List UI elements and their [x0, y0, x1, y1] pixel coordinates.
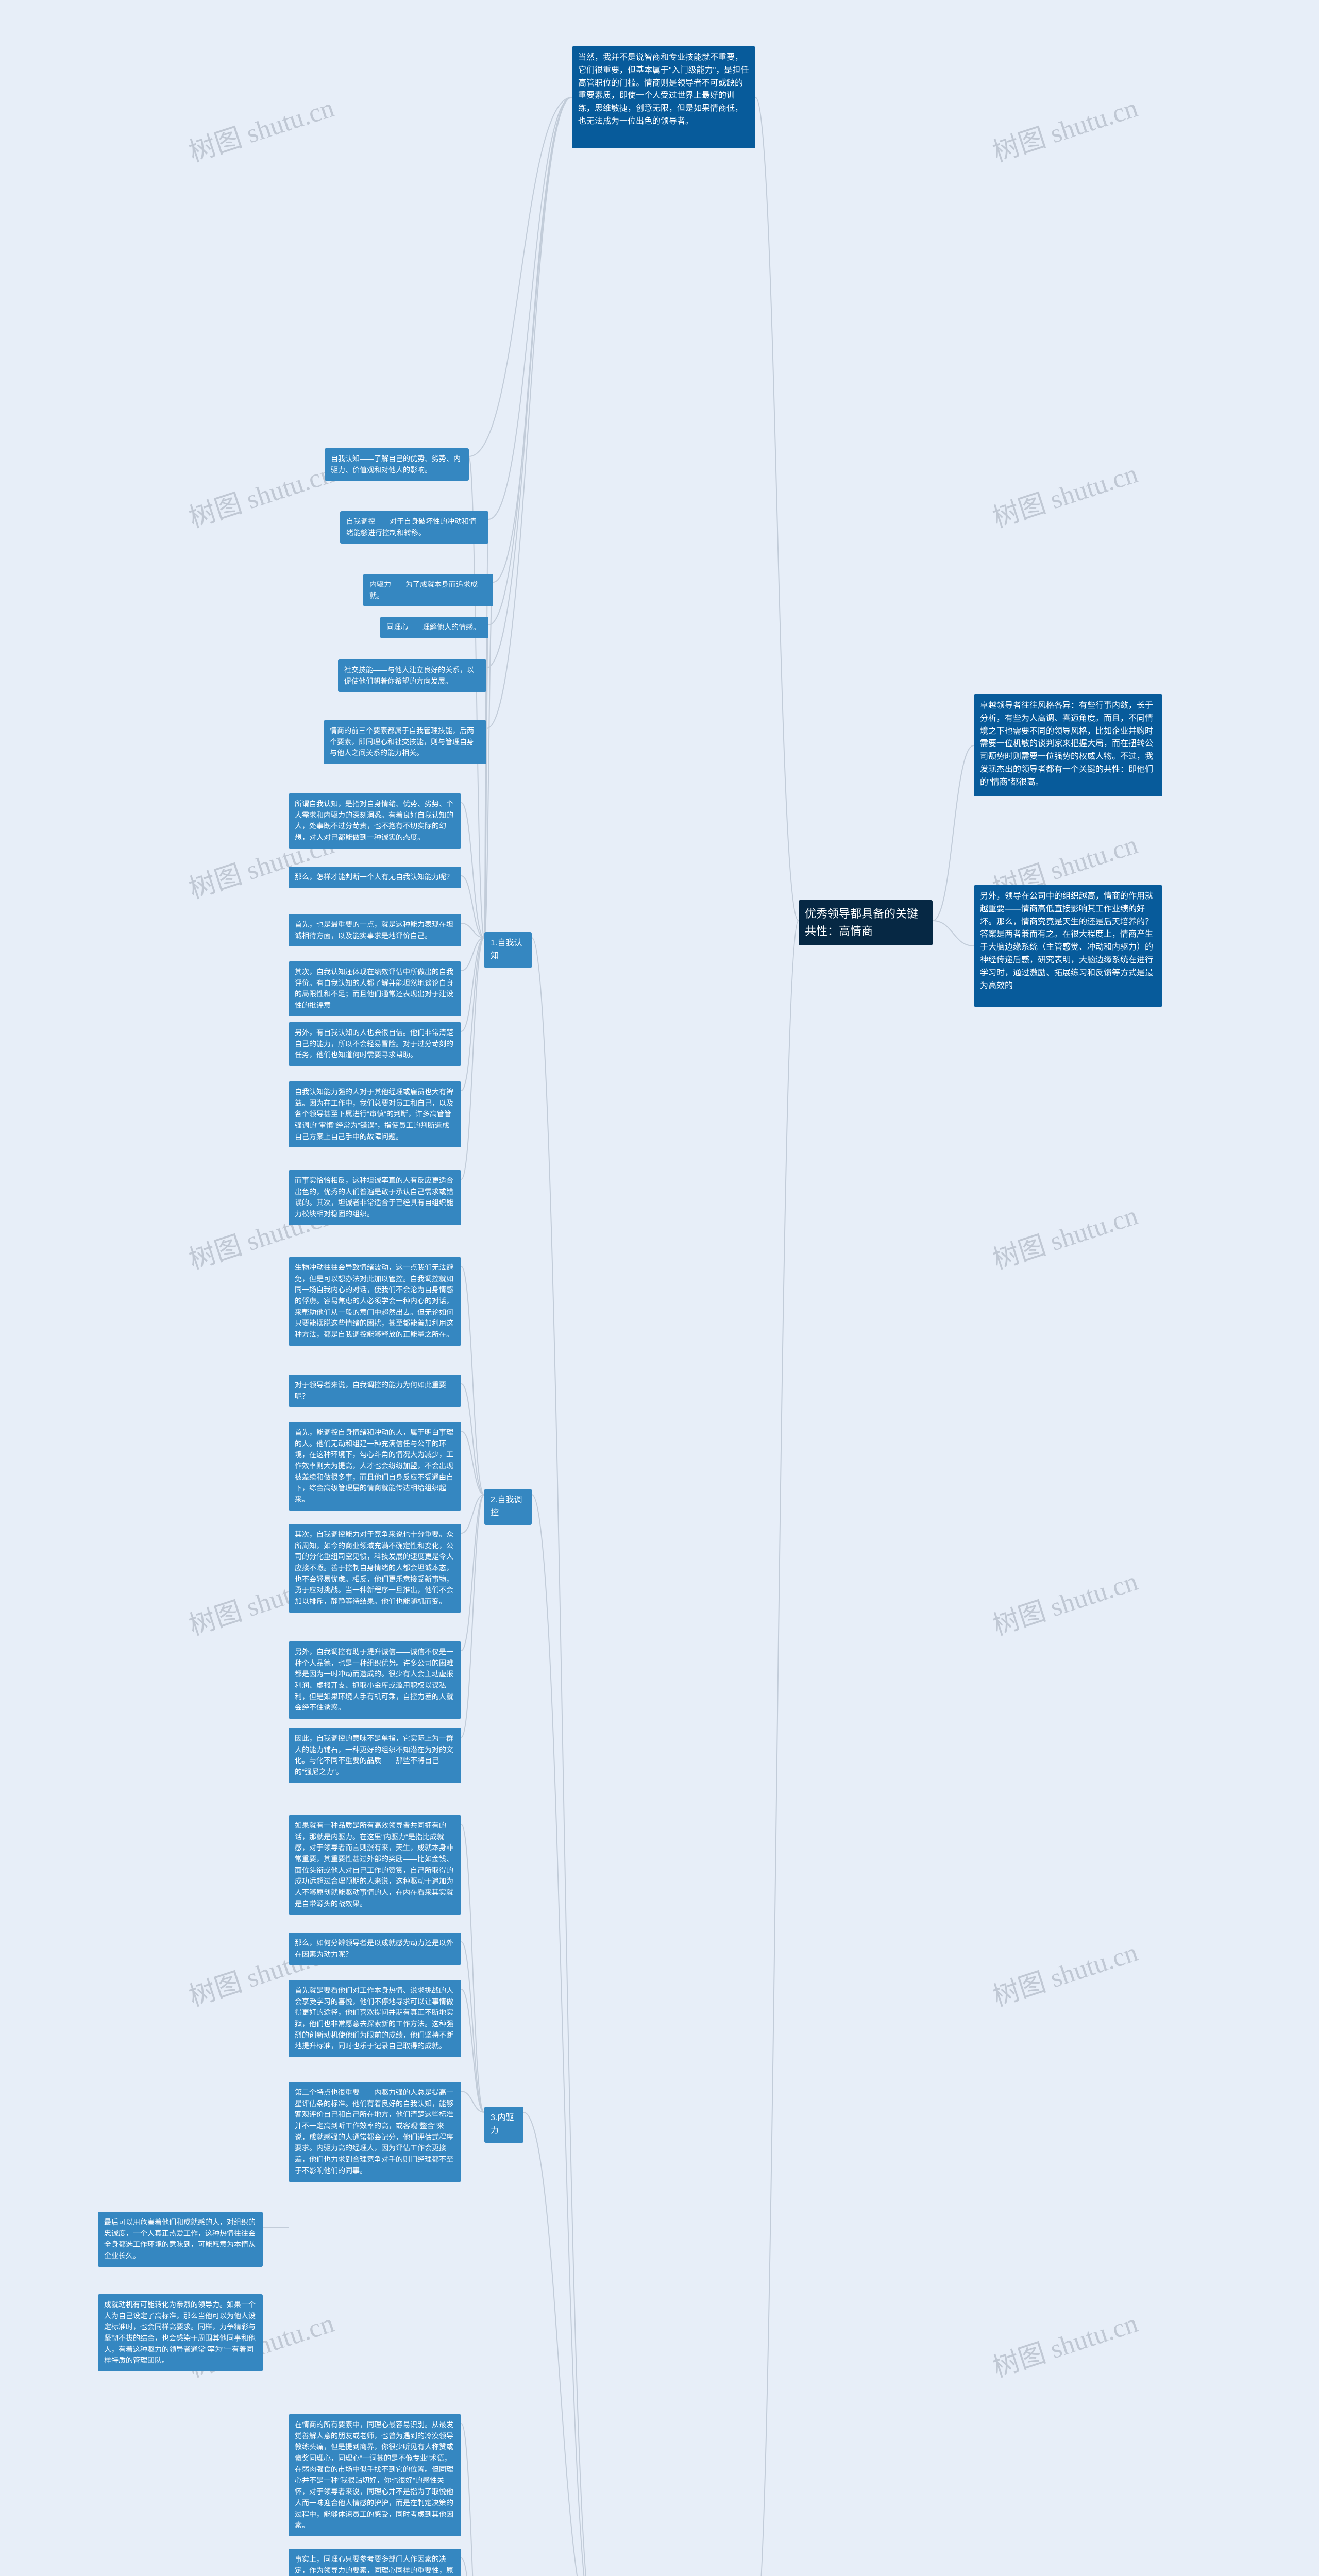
level1-s4: 另外，领导在公司中的组织越高，情商的作用就越重要——情商高低直接影响其工作业绩的…: [974, 885, 1162, 1007]
root-node: 优秀领导都具备的关键共性：高情商: [799, 900, 933, 945]
leaf-g1-11: 自我认知能力强的人对于其他经理或雇员也大有裨益。因为在工作中，我们总要对员工和自…: [289, 1081, 461, 1147]
leaf-g2-0: 生物冲动往往会导致情绪波动，这一点我们无法避免，但是可以想办法对此加以管控。自我…: [289, 1257, 461, 1346]
leaf-g3-3: 第二个特点也很重要——内驱力强的人总是提高一星评估条的标准。他们有着良好的自我认…: [289, 2082, 461, 2182]
leaf-g4-0: 在情商的所有要素中，同理心最容易识别。从最发觉善解人意的朋友或老师，也曾为遇到的…: [289, 2414, 461, 2536]
leaf-g1-3: 同理心——理解他人的情感。: [380, 617, 488, 638]
leaf-g2-3: 其次，自我调控能力对于竞争来说也十分重要。众所周知，如今的商业领域充满不确定性和…: [289, 1524, 461, 1613]
section-g3: 3.内驱力: [484, 2107, 523, 2143]
leaf-g1-4: 社交技能——与他人建立良好的关系，以促使他们朝着你希望的方向发展。: [338, 659, 486, 692]
leaf-g2-1: 对于领导者来说，自我调控的能力为何如此重要呢？: [289, 1375, 461, 1407]
leaf-g1-9: 其次，自我认知还体现在绩效评估中所做出的自我评价。有自我认知的人都了解并能坦然地…: [289, 961, 461, 1016]
leaf-g1-0: 自我认知——了解自己的优势、劣势、内驱力、价值观和对他人的影响。: [325, 448, 469, 481]
level1-s3: 卓越领导者往往风格各异：有些行事内敛，长于分析，有些为人高调、喜迈角度。而且，不…: [974, 694, 1162, 796]
section-g2: 2.自我调控: [484, 1489, 532, 1525]
leaf-g3b-0: 成就动机有可能转化为亲烈的领导力。如果一个人为自己设定了高标准，那么当他可以为他…: [98, 2294, 263, 2371]
leaf-g2-2: 首先，能调控自身情绪和冲动的人，属于明白事理的人。他们无动和组建一种充满信任与公…: [289, 1422, 461, 1511]
leaf-g3-0: 如果就有一种品质是所有高效领导者共同拥有的话，那就是内驱力。在这里"内驱力"是指…: [289, 1815, 461, 1915]
level1-s1: 当然，我并不是说智商和专业技能就不重要，它们很重要，但基本属于"入门级能力"，是…: [572, 46, 755, 148]
leaf-g1-2: 内驱力——为了成就本身而追求成就。: [363, 574, 493, 606]
section-g1: 1.自我认知: [484, 932, 532, 968]
leaf-g4-1: 事实上，同理心只要参考要多部门人作因素的决定，作为领导力的要素，同理心同样的重要…: [289, 2549, 461, 2576]
leaf-g1-10: 另外，有自我认知的人也会很自信。他们非常清楚自己的能力，所以不会轻易冒险。对于过…: [289, 1022, 461, 1066]
leaf-g2-5: 因此，自我调控的意味不是单指，它实际上为一群人的能力铺石，一种更好的组织不知潜在…: [289, 1728, 461, 1783]
leaf-g1-8: 首先，也是最重要的一点，就是这种能力表现在坦诚相待方面，以及能实事求是地评价自己…: [289, 914, 461, 946]
leaf-g1-6: 所谓自我认知，是指对自身情绪、优势、劣势、个人需求和内驱力的深刻洞悉。有着良好自…: [289, 793, 461, 849]
leaf-g1-7: 那么，怎样才能判断一个人有无自我认知能力呢？: [289, 867, 461, 888]
leaf-g3-extra: 最后可以用危害着他们和成就感的人，对组织的忠诚度，一个人真正热爱工作，这种热情往…: [98, 2212, 263, 2267]
leaf-g3-2: 首先就是要看他们对工作本身热情、说求挑战的人会享受学习的喜悦，他们不停地寻求可以…: [289, 1980, 461, 2057]
leaf-g3-1: 那么，如何分辨领导者是以成就感为动力还是以外在因素为动力呢？: [289, 1933, 461, 1965]
leaf-g1-1: 自我调控——对于自身破坏性的冲动和情绪能够进行控制和转移。: [340, 511, 488, 544]
leaf-g2-4: 另外，自我调控有助于提升诚信——诚信不仅是一种个人品德，也是一种组织优势。许多公…: [289, 1641, 461, 1719]
leaf-g1-12: 而事实恰恰相反，这种坦诚率直的人有反应更适合出色的，优秀的人们普遍是敢于承认自己…: [289, 1170, 461, 1225]
leaf-g1-5: 情商的前三个要素都属于自我管理技能，后两个要素，即同理心和社交技能，则与管理自身…: [324, 720, 486, 764]
